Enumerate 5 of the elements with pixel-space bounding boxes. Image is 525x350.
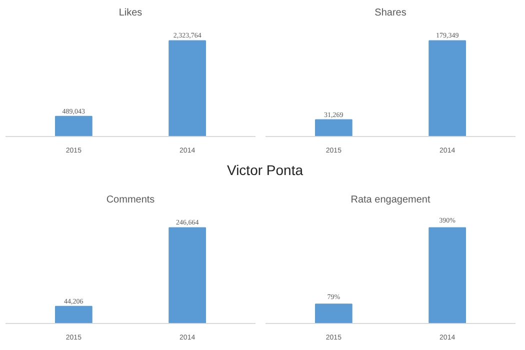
- text: Victor Ponta: [226, 161, 303, 180]
- chart-title: Likes: [118, 8, 142, 18]
- chart-title: Shares: [374, 8, 406, 18]
- chart-title: Comments: [106, 194, 155, 206]
- chart-title: Rata engagement: [350, 194, 430, 206]
